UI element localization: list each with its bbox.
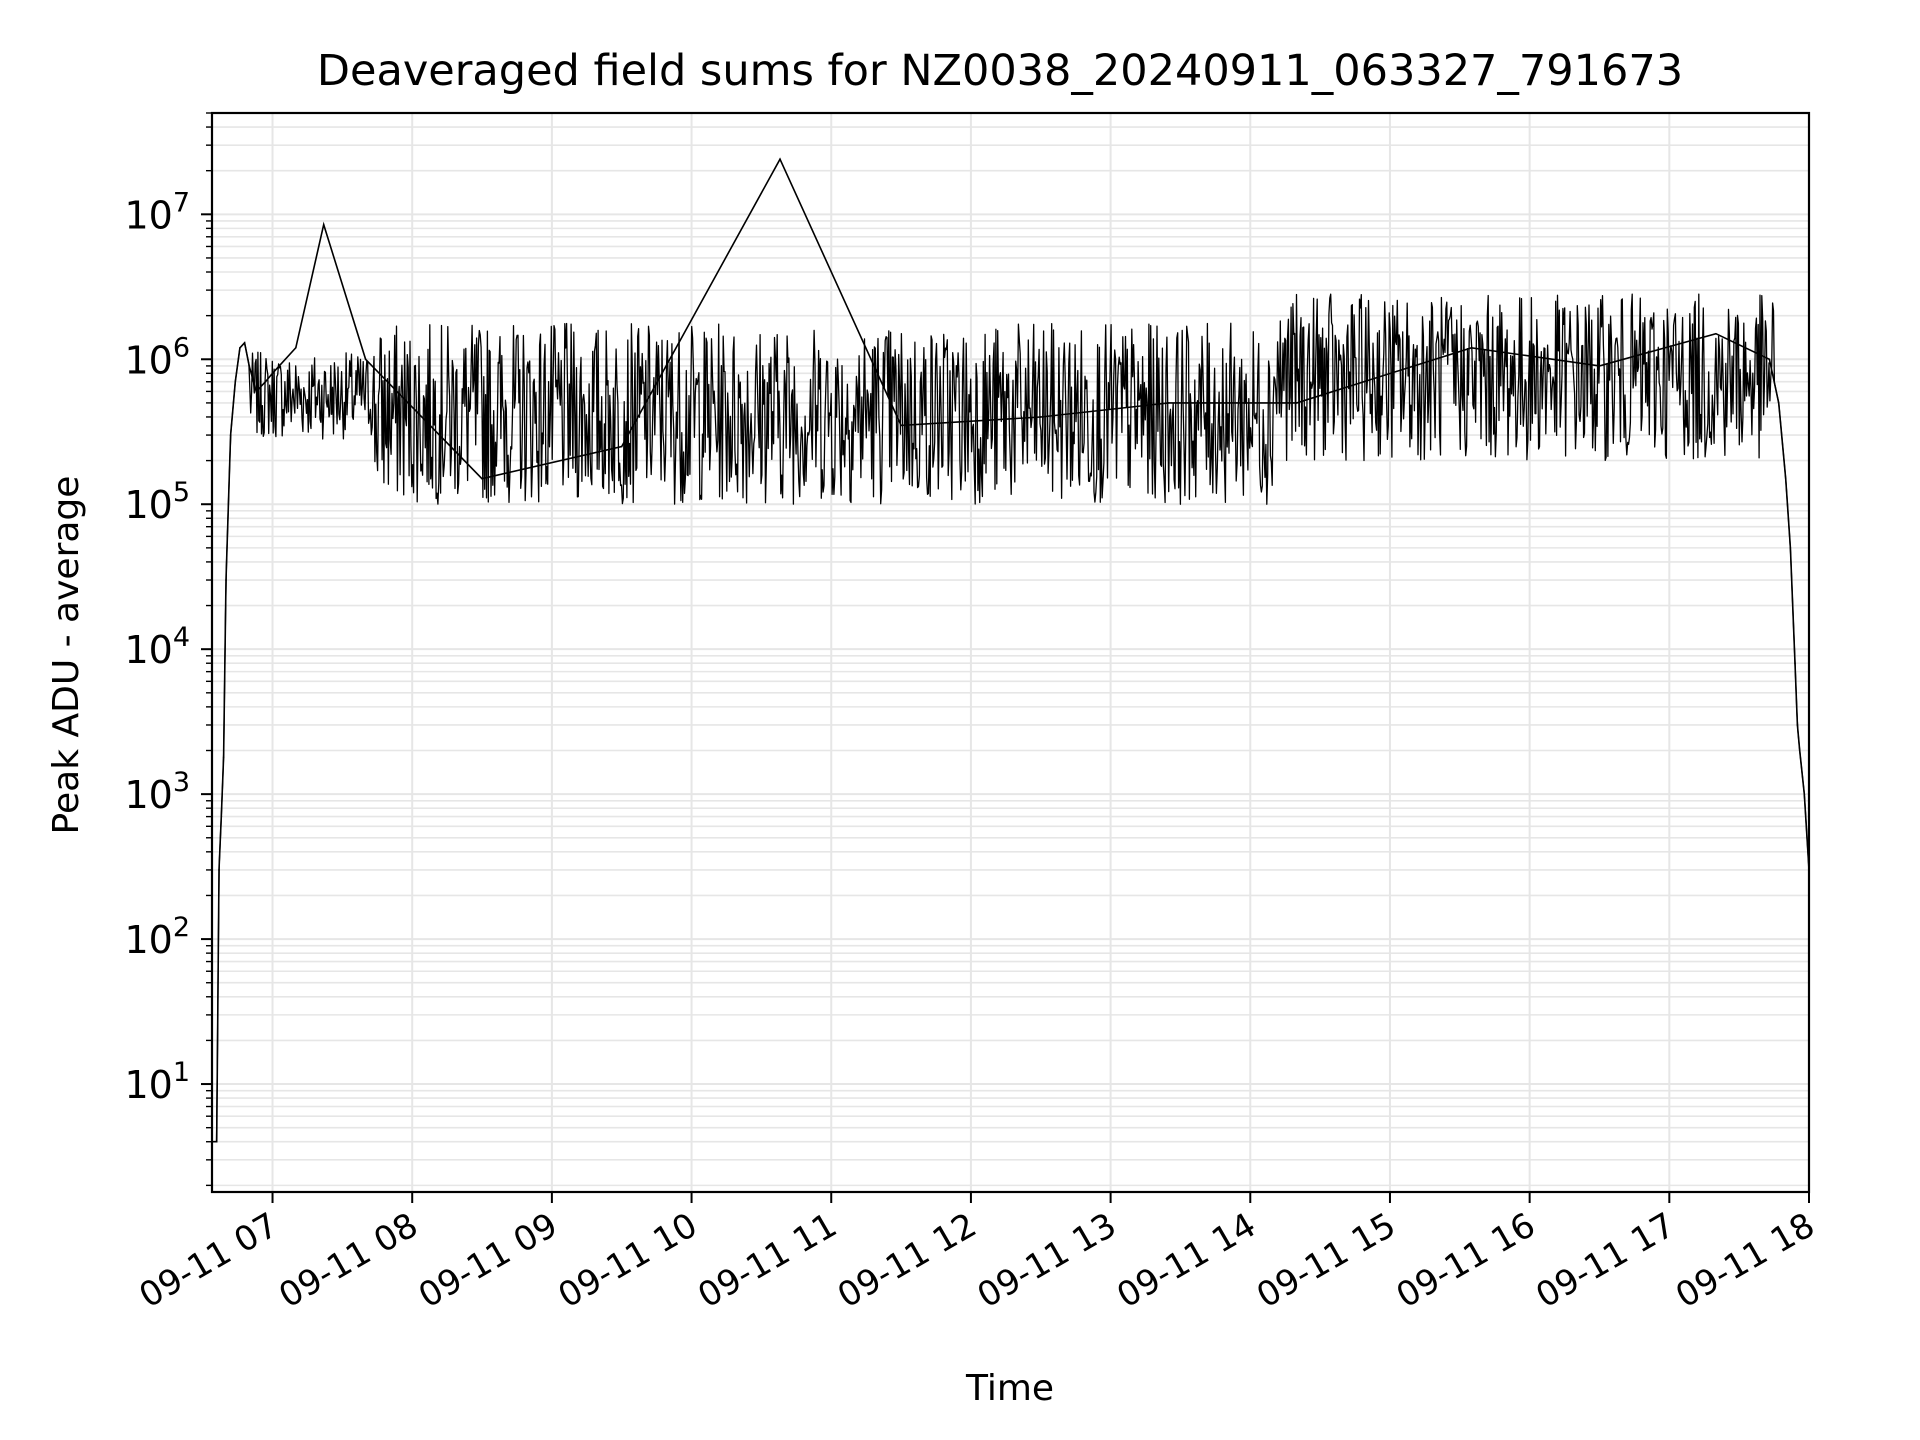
- series-group: [211, 157, 1810, 1143]
- series-point: [364, 358, 367, 361]
- plot-frame: [210, 111, 1811, 1194]
- y-tick-label: 102: [124, 912, 190, 962]
- series-point: [1768, 358, 1771, 361]
- y-axis-label: Peak ADU - average: [46, 476, 87, 835]
- series-point: [1794, 662, 1796, 665]
- series-point: [322, 223, 325, 226]
- y-tick-label-exponent: 7: [173, 187, 190, 218]
- series-point: [264, 380, 267, 383]
- y-tick-label: 104: [124, 622, 190, 672]
- series-point: [229, 434, 232, 436]
- y-tick-label-exponent: 3: [173, 767, 190, 798]
- series-point: [481, 477, 483, 480]
- series-point: [1168, 402, 1170, 404]
- series-point: [225, 579, 227, 581]
- y-tick-label-exponent: 4: [173, 622, 190, 653]
- x-grid-lines: [271, 113, 1810, 1192]
- y-tick-label-exponent: 1: [173, 1057, 190, 1088]
- series-point: [1784, 477, 1787, 480]
- series-point: [271, 372, 274, 375]
- chart-title: Deaveraged field sums for NZ0038_2024091…: [317, 46, 1683, 96]
- series-point: [1598, 365, 1601, 367]
- y-tick-label: 107: [124, 187, 190, 237]
- y-tick-label-base: 10: [124, 773, 172, 817]
- series-point: [239, 346, 241, 349]
- series-point: [1470, 346, 1473, 349]
- y-tick-label-exponent: 2: [173, 912, 190, 943]
- series-point: [248, 365, 251, 367]
- series-point: [1789, 547, 1792, 549]
- series-point: [1777, 402, 1780, 404]
- series-point: [220, 815, 223, 818]
- series-point: [1296, 402, 1298, 404]
- y-tick-label-base: 10: [124, 1063, 172, 1107]
- series-point: [234, 380, 237, 383]
- series-point: [255, 390, 258, 393]
- series-point: [295, 346, 297, 349]
- y-tick-label: 101: [124, 1057, 190, 1107]
- series-point: [620, 445, 623, 448]
- series-point: [1803, 793, 1806, 795]
- y-tick-label-base: 10: [124, 918, 172, 962]
- series-point: [900, 424, 902, 427]
- series-point: [215, 1140, 218, 1143]
- y-tick-label-base: 10: [124, 628, 172, 672]
- series-point: [1715, 332, 1717, 335]
- series-point: [222, 756, 225, 758]
- series-point: [1039, 416, 1042, 418]
- x-axis-label: Time: [965, 1368, 1054, 1409]
- series-point: [218, 869, 220, 871]
- y-tick-label: 106: [124, 332, 190, 382]
- y-grid-lines: [212, 112, 1809, 1187]
- series-point: [1796, 724, 1799, 726]
- series-line-noise: [212, 293, 1810, 1143]
- series-point: [779, 158, 781, 161]
- series-point: [1798, 749, 1801, 752]
- y-tick-label: 105: [124, 477, 190, 527]
- y-tick-label-base: 10: [124, 338, 172, 382]
- y-tick-label-base: 10: [124, 193, 172, 237]
- y-tick-label-base: 10: [124, 483, 172, 527]
- series-point: [213, 1140, 216, 1143]
- series-point: [243, 341, 246, 344]
- y-tick-label-exponent: 5: [173, 477, 190, 508]
- y-tick-label: 103: [124, 767, 190, 817]
- y-tick-label-exponent: 6: [173, 332, 190, 363]
